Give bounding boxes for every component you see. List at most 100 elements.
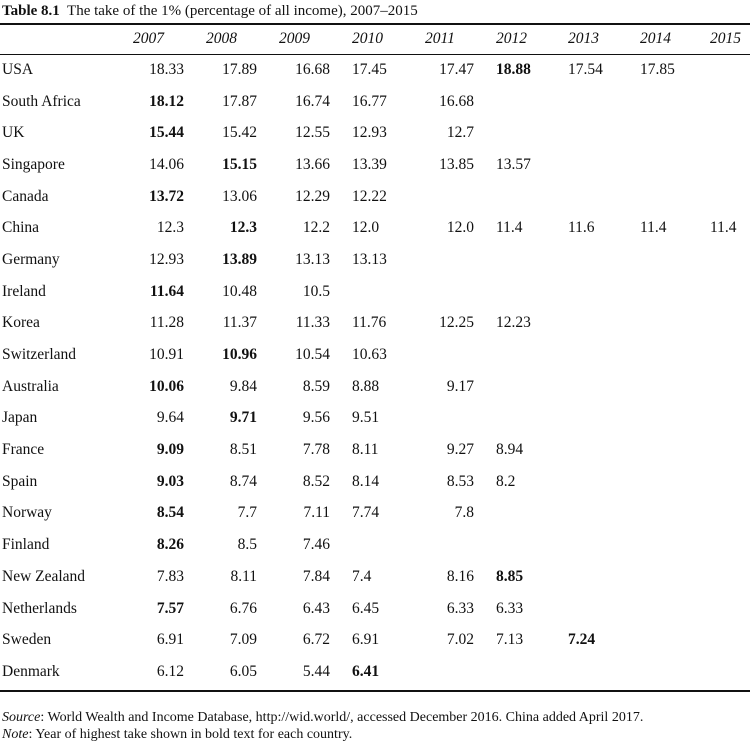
value-cell: 9.71 (229, 409, 257, 427)
value-cell: 9.84 (229, 377, 257, 395)
table-row: South Africa 18.12 17.87 16.74 16.77 16.68 (0, 86, 750, 118)
value-cell: 7.7 (237, 504, 257, 522)
value-cell: 11.37 (222, 314, 257, 332)
table-row: USA 18.33 17.89 16.68 17.45 17.47 18.88 17.54 17… (0, 54, 750, 86)
value-cell: 16.77 (352, 92, 387, 110)
value-cell (568, 593, 640, 625)
value-cell: 17.85 (640, 60, 675, 78)
table-caption: Table 8.1 The take of the 1% (percentage… (2, 2, 418, 20)
table-row: Sweden 6.91 7.09 6.72 6.91 7.02 7.13 7.24 (0, 624, 750, 656)
value-cell: 12.3 (156, 219, 184, 237)
value-cell: 11.33 (295, 314, 330, 332)
country-name: USA (2, 60, 34, 78)
value-cell (496, 276, 568, 308)
value-cell: 7.11 (303, 504, 330, 522)
value-cell: 8.16 (446, 567, 474, 585)
value-cell: 13.06 (222, 187, 257, 205)
value-cell: 12.23 (496, 314, 531, 332)
country-name: Sweden (2, 631, 52, 649)
value-cell: 17.87 (222, 92, 257, 110)
year-header: 2010 (352, 30, 383, 47)
bottom-rule (0, 690, 750, 692)
value-cell (568, 529, 640, 561)
country-name: Norway (2, 504, 52, 522)
value-cell: 11.4 (710, 219, 737, 237)
value-cell: 15.42 (222, 124, 257, 142)
value-cell: 6.33 (496, 599, 524, 617)
value-cell: 8.85 (496, 567, 524, 585)
value-cell: 7.13 (496, 631, 524, 649)
value-cell (568, 434, 640, 466)
country-name: Singapore (2, 155, 65, 173)
value-cell: 18.33 (149, 60, 184, 78)
value-cell: 14.06 (149, 155, 184, 173)
value-cell (710, 624, 750, 656)
value-cell (640, 466, 710, 498)
value-cell: 6.12 (156, 662, 184, 680)
value-cell (640, 529, 710, 561)
year-header: 2015 (710, 30, 741, 47)
table-body: USA 18.33 17.89 16.68 17.45 17.47 18.88 17.54 17… (0, 54, 750, 688)
value-cell: 11.4 (496, 219, 523, 237)
value-cell: 11.6 (568, 219, 595, 237)
value-cell (425, 276, 496, 308)
value-cell: 12.25 (439, 314, 474, 332)
note-text: : Year of highest take shown in bold tex… (28, 727, 353, 742)
value-cell (568, 403, 640, 435)
value-cell (710, 86, 750, 118)
value-cell (640, 117, 710, 149)
value-cell (568, 498, 640, 530)
value-cell (640, 593, 710, 625)
value-cell (640, 339, 710, 371)
value-cell (640, 181, 710, 213)
value-cell: 9.64 (156, 409, 184, 427)
source-label: Source (2, 710, 41, 725)
value-cell: 12.29 (295, 187, 330, 205)
value-cell: 13.66 (295, 155, 330, 173)
value-cell: 6.05 (229, 662, 257, 680)
year-header: 2014 (640, 30, 671, 47)
value-cell: 16.74 (295, 92, 330, 110)
value-cell: 10.96 (222, 346, 257, 364)
table-row: Netherlands 7.57 6.76 6.43 6.45 6.33 6.33 (0, 593, 750, 625)
value-cell (496, 117, 568, 149)
value-cell: 10.48 (222, 282, 257, 300)
country-name: New Zealand (2, 567, 86, 585)
value-cell (640, 656, 710, 688)
value-cell: 8.88 (352, 377, 380, 395)
value-cell: 8.51 (229, 441, 257, 459)
value-cell: 11.28 (149, 314, 184, 332)
value-cell: 6.76 (229, 599, 257, 617)
country-name: Switzerland (2, 346, 77, 364)
source-note: Source: World Wealth and Income Database… (2, 709, 643, 726)
year-header: 2011 (425, 30, 455, 47)
value-cell (568, 308, 640, 340)
value-cell: 12.2 (302, 219, 330, 237)
table-notes: Source: World Wealth and Income Database… (2, 709, 643, 743)
value-cell: 9.17 (446, 377, 474, 395)
value-cell (640, 308, 710, 340)
value-cell (425, 403, 496, 435)
value-cell (496, 529, 568, 561)
value-cell: 7.24 (568, 631, 596, 649)
country-name: Spain (2, 472, 38, 490)
value-cell (640, 244, 710, 276)
value-cell (710, 593, 750, 625)
country-name: France (2, 441, 45, 459)
value-cell: 7.46 (302, 536, 330, 554)
table-row: Singapore 14.06 15.15 13.66 13.39 13.85 13.57 (0, 149, 750, 181)
value-cell: 15.44 (149, 124, 184, 142)
value-cell (568, 466, 640, 498)
bold-note: Note: Year of highest take shown in bold… (2, 726, 643, 743)
value-cell (568, 181, 640, 213)
table-row: Finland 8.26 8.5 7.46 (0, 529, 750, 561)
value-cell: 11.4 (640, 219, 667, 237)
value-cell (710, 149, 750, 181)
value-cell: 8.74 (229, 472, 257, 490)
year-header: 2009 (279, 30, 310, 47)
value-cell (568, 86, 640, 118)
table-row: New Zealand 7.83 8.11 7.84 7.4 8.16 8.85 (0, 561, 750, 593)
value-cell: 6.33 (446, 599, 474, 617)
value-cell (710, 498, 750, 530)
value-cell (496, 371, 568, 403)
